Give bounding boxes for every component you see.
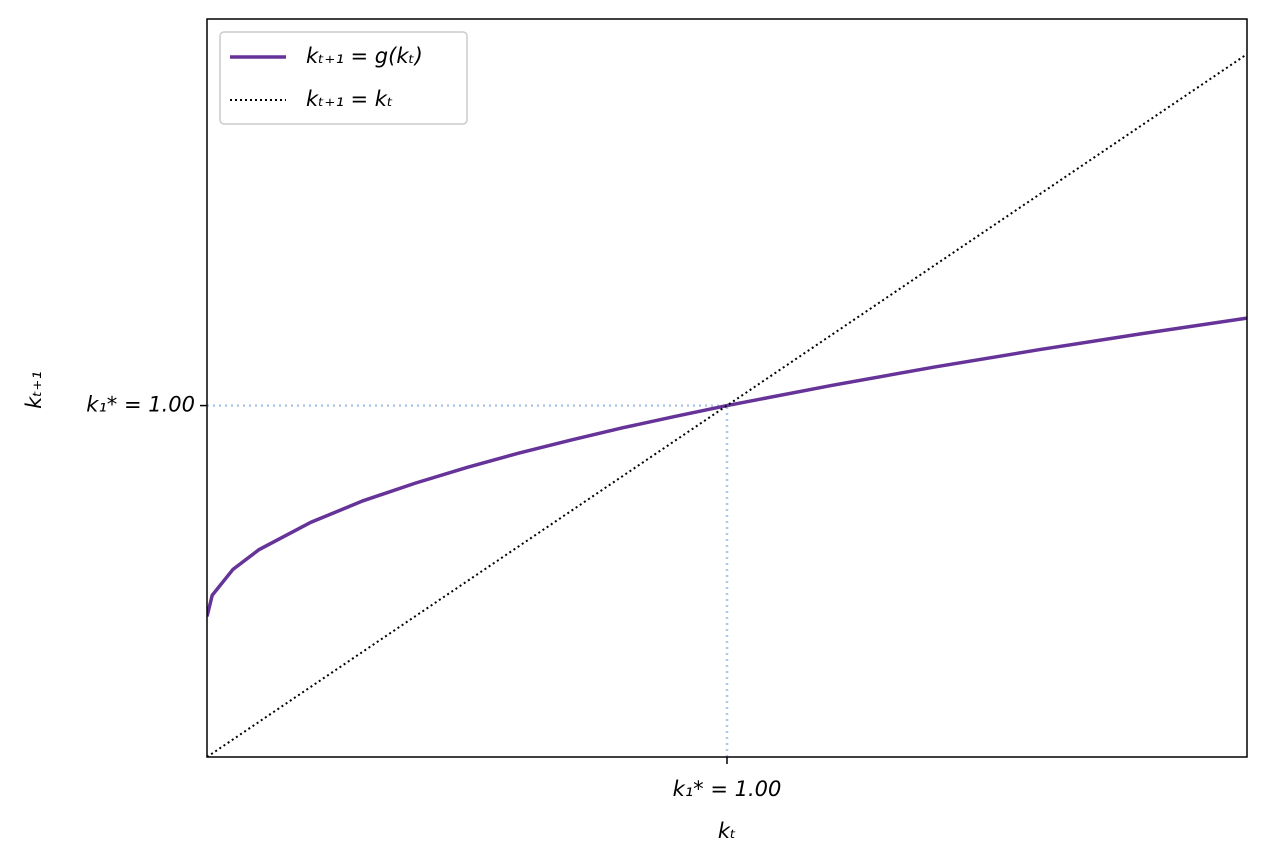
x-tick-label: k₁* = 1.00: [673, 777, 782, 801]
y-tick-label: k₁* = 1.00: [86, 393, 195, 417]
legend-label: kₜ₊₁ = kₜ: [306, 87, 393, 111]
line: [207, 53, 1247, 757]
y-axis-label: kₜ₊₁: [22, 371, 46, 409]
x-axis-label: kₜ: [718, 819, 736, 843]
plot-frame: [206, 18, 1248, 758]
line: [207, 316, 1247, 617]
legend-label: kₜ₊₁ = g(kₜ): [306, 44, 423, 68]
